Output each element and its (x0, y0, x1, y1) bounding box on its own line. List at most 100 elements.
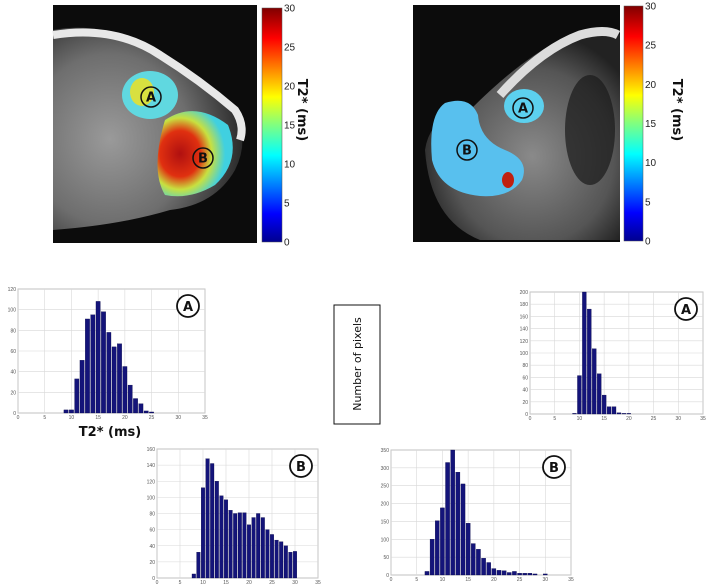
x-tick-label: 35 (202, 415, 208, 421)
histogram-bar (219, 495, 224, 579)
histogram-bar (260, 517, 265, 579)
histogram-bar (293, 551, 297, 579)
histogram-bar (69, 409, 74, 414)
y-tick-label: 150 (381, 519, 390, 525)
colorbar-label: T2* (ms) (294, 79, 309, 141)
x-tick-label: 30 (543, 577, 549, 583)
mri-image-left: A B (52, 5, 257, 243)
histogram-bar (196, 552, 201, 579)
y-tick-label: 60 (149, 528, 155, 534)
histogram-bar (256, 513, 261, 579)
y-tick-label: 200 (520, 290, 529, 296)
shared-ylabel-box: Number of pixels (333, 304, 381, 425)
region-b-circle (456, 139, 478, 161)
x-tick-label: 0 (17, 415, 20, 421)
histogram-bar (214, 481, 219, 579)
histogram-left-B: 0 5 10 15 20 25 30 35 0 20 40 60 80 100 120 140 160 B (147, 447, 321, 586)
y-tick-label: 0 (13, 411, 16, 417)
histogram-bar (572, 413, 577, 415)
x-tick-label: 0 (156, 580, 159, 586)
histogram-bar (507, 572, 512, 576)
y-tick-label: 120 (147, 479, 156, 485)
x-tick-label: 35 (315, 580, 321, 586)
x-tick-label: 25 (517, 577, 523, 583)
y-tick-label: 300 (381, 466, 390, 472)
histogram-bar (237, 512, 242, 579)
histogram-bar (127, 384, 133, 414)
x-tick-label: 30 (292, 580, 298, 586)
badge-label: A (183, 300, 193, 315)
histogram-bar (440, 507, 445, 576)
histogram-bar (435, 520, 440, 576)
histogram-bar (471, 543, 476, 576)
colorbar-tick: 20 (645, 80, 657, 91)
x-tick-label: 30 (176, 415, 182, 421)
histogram-bar (247, 524, 251, 579)
histogram-bar (274, 539, 279, 579)
histogram-bar (517, 573, 522, 576)
histogram-bar (592, 348, 597, 415)
histogram-bar (251, 517, 256, 579)
region-a-circle (512, 97, 534, 119)
colorbar-tick: 5 (284, 199, 290, 210)
histogram-bar (616, 412, 622, 415)
x-tick-label: 30 (676, 416, 682, 422)
colorbar-label: T2* (ms) (669, 79, 684, 141)
x-tick-label: 10 (200, 580, 206, 586)
x-axis-label: T2* (ms) (79, 425, 141, 440)
histogram-bar (265, 529, 270, 579)
y-tick-label: 80 (522, 363, 528, 369)
y-tick-label: 20 (149, 560, 155, 566)
y-tick-label: 0 (525, 412, 528, 418)
histogram-bar (133, 398, 138, 414)
colorbar-tick: 10 (284, 160, 296, 171)
x-tick-label: 15 (223, 580, 229, 586)
histogram-bar (527, 573, 533, 576)
histogram-bar (111, 346, 117, 414)
histogram-left-A: 0 5 10 15 20 25 30 35 0 20 40 60 80 100 120 A (8, 287, 208, 421)
badge-circle (289, 454, 313, 478)
y-tick-label: 350 (381, 448, 390, 454)
x-tick-label: 20 (122, 415, 128, 421)
x-tick-label: 15 (601, 416, 607, 422)
colorbar-tick: 25 (284, 43, 296, 54)
histogram-bar (611, 406, 617, 415)
badge-circle (176, 294, 200, 318)
y-tick-label: 140 (520, 327, 529, 333)
badge-circle (542, 455, 566, 479)
histogram-bar (106, 332, 112, 414)
x-tick-label: 10 (69, 415, 75, 421)
histogram-bar (233, 513, 238, 579)
region-a-circle (140, 86, 162, 108)
histogram-bar (602, 394, 607, 415)
y-tick-label: 180 (520, 302, 529, 308)
histogram-bar (138, 403, 144, 414)
histogram-bar (597, 373, 602, 415)
x-tick-label: 5 (43, 415, 46, 421)
x-tick-label: 0 (529, 416, 532, 422)
histogram-bar (288, 552, 293, 579)
histogram-bar (279, 541, 284, 579)
colorbar-tick: 15 (284, 121, 296, 132)
histogram-bar (201, 487, 205, 579)
histogram-bar (491, 568, 497, 576)
x-tick-label: 25 (149, 415, 155, 421)
y-tick-label: 160 (147, 447, 156, 453)
histogram-bar (101, 311, 106, 414)
histogram-bar (228, 510, 233, 579)
y-tick-label: 60 (522, 375, 528, 381)
x-tick-label: 5 (553, 416, 556, 422)
histogram-bar (501, 570, 507, 576)
histogram-bar (117, 343, 122, 414)
x-tick-label: 35 (700, 416, 706, 422)
histogram-bar (450, 449, 455, 576)
histogram-bar (191, 573, 196, 579)
histogram-bar (486, 562, 491, 576)
histogram-bar (606, 406, 612, 415)
histogram-bar (74, 378, 80, 414)
x-tick-label: 20 (626, 416, 632, 422)
y-tick-label: 80 (149, 512, 155, 518)
histogram-bar (90, 314, 96, 414)
